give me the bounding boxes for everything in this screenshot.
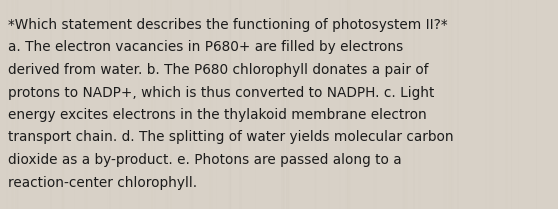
Text: *Which statement describes the functioning of photosystem II?*: *Which statement describes the functioni… [8,18,448,32]
Text: protons to NADP+, which is thus converted to NADPH. c. Light: protons to NADP+, which is thus converte… [8,85,434,99]
Text: a. The electron vacancies in P680+ are filled by electrons: a. The electron vacancies in P680+ are f… [8,41,403,55]
Text: energy excites electrons in the thylakoid membrane electron: energy excites electrons in the thylakoi… [8,108,427,122]
Text: transport chain. d. The splitting of water yields molecular carbon: transport chain. d. The splitting of wat… [8,130,454,144]
Text: dioxide as a by-product. e. Photons are passed along to a: dioxide as a by-product. e. Photons are … [8,153,402,167]
Text: reaction-center chlorophyll.: reaction-center chlorophyll. [8,176,197,190]
Text: derived from water. b. The P680 chlorophyll donates a pair of: derived from water. b. The P680 chloroph… [8,63,429,77]
